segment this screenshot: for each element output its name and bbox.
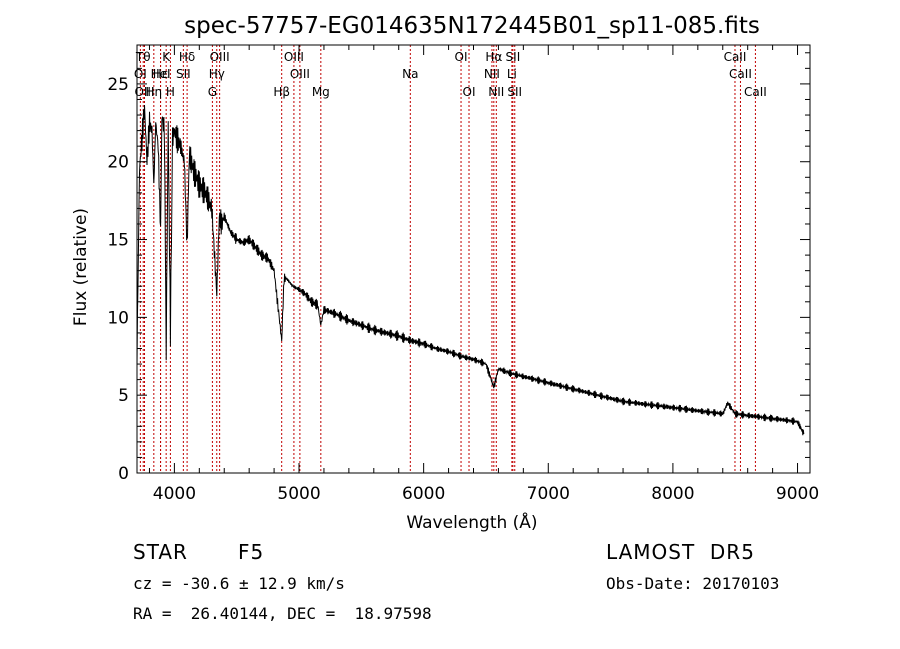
spectral-line-markers xyxy=(139,45,756,473)
line-label-23: SII xyxy=(506,50,521,64)
object-class: STAR xyxy=(133,540,188,564)
y-axis-title: Flux (relative) xyxy=(71,208,91,326)
line-label-22: NII xyxy=(488,85,504,99)
x-axis-title: Wavelength (Å) xyxy=(406,511,537,533)
line-label-26: CaII xyxy=(724,50,747,64)
line-label-7: H xyxy=(166,85,175,99)
line-label-11: Hγ xyxy=(209,67,225,81)
x-tick-label-2: 6000 xyxy=(402,484,445,504)
line-label-19: OI xyxy=(463,85,476,99)
line-label-25: SII xyxy=(507,85,522,99)
y-tick-label-1: 5 xyxy=(118,386,129,406)
line-label-24: Li xyxy=(507,67,517,81)
line-label-18: OI xyxy=(455,50,468,64)
line-label-8: SII xyxy=(176,67,191,81)
line-label-15: OIII xyxy=(290,67,310,81)
line-label-21: NII xyxy=(484,67,500,81)
line-label-10: OIII xyxy=(210,50,230,64)
line-label-16: Mg xyxy=(312,85,330,99)
y-tick-label-4: 20 xyxy=(107,153,129,173)
line-label-14: OIII xyxy=(284,50,304,64)
observation-date: Obs-Date: 20170103 xyxy=(606,574,780,593)
survey-release: LAMOST DR5 xyxy=(606,540,755,564)
x-tick-label-1: 5000 xyxy=(277,484,320,504)
redshift-readout: cz = -30.6 ± 12.9 km/s xyxy=(133,574,345,593)
line-label-5: HeI xyxy=(151,67,171,81)
chart-title: spec-57757-EG014635N172445B01_sp11-085.f… xyxy=(184,13,760,39)
y-axis-ticks: 0 5 10 15 20 25 xyxy=(107,52,810,484)
line-label-0: Tθ xyxy=(135,50,151,64)
line-label-27: CaII xyxy=(729,67,752,81)
line-label-13: Hβ xyxy=(273,85,290,99)
line-label-20: Hα xyxy=(485,50,502,64)
line-label-3: Hη xyxy=(146,85,163,99)
line-label-1: OI xyxy=(134,67,147,81)
x-tick-label-3: 7000 xyxy=(527,484,570,504)
line-label-9: Hδ xyxy=(179,50,195,64)
y-tick-label-5: 25 xyxy=(107,75,129,95)
line-label-12: G xyxy=(208,85,217,99)
x-tick-label-5: 9000 xyxy=(776,484,819,504)
line-label-17: Na xyxy=(402,67,418,81)
x-tick-label-4: 8000 xyxy=(651,484,694,504)
line-label-6: K xyxy=(162,50,171,64)
object-subclass: F5 xyxy=(238,540,265,564)
line-label-2: OIII xyxy=(134,85,154,99)
spectrum-series-line xyxy=(136,104,805,436)
coordinates-readout: RA = 26.40144, DEC = 18.97598 xyxy=(133,604,432,623)
x-axis-ticks: 4000 5000 6000 7000 8000 9000 xyxy=(148,45,819,504)
line-label-28: CaII xyxy=(744,85,767,99)
x-tick-label-0: 4000 xyxy=(153,484,196,504)
line-label-4: Hε xyxy=(153,67,169,81)
y-tick-label-0: 0 xyxy=(118,464,129,484)
y-tick-label-3: 15 xyxy=(107,231,129,251)
y-tick-label-2: 10 xyxy=(107,308,129,328)
